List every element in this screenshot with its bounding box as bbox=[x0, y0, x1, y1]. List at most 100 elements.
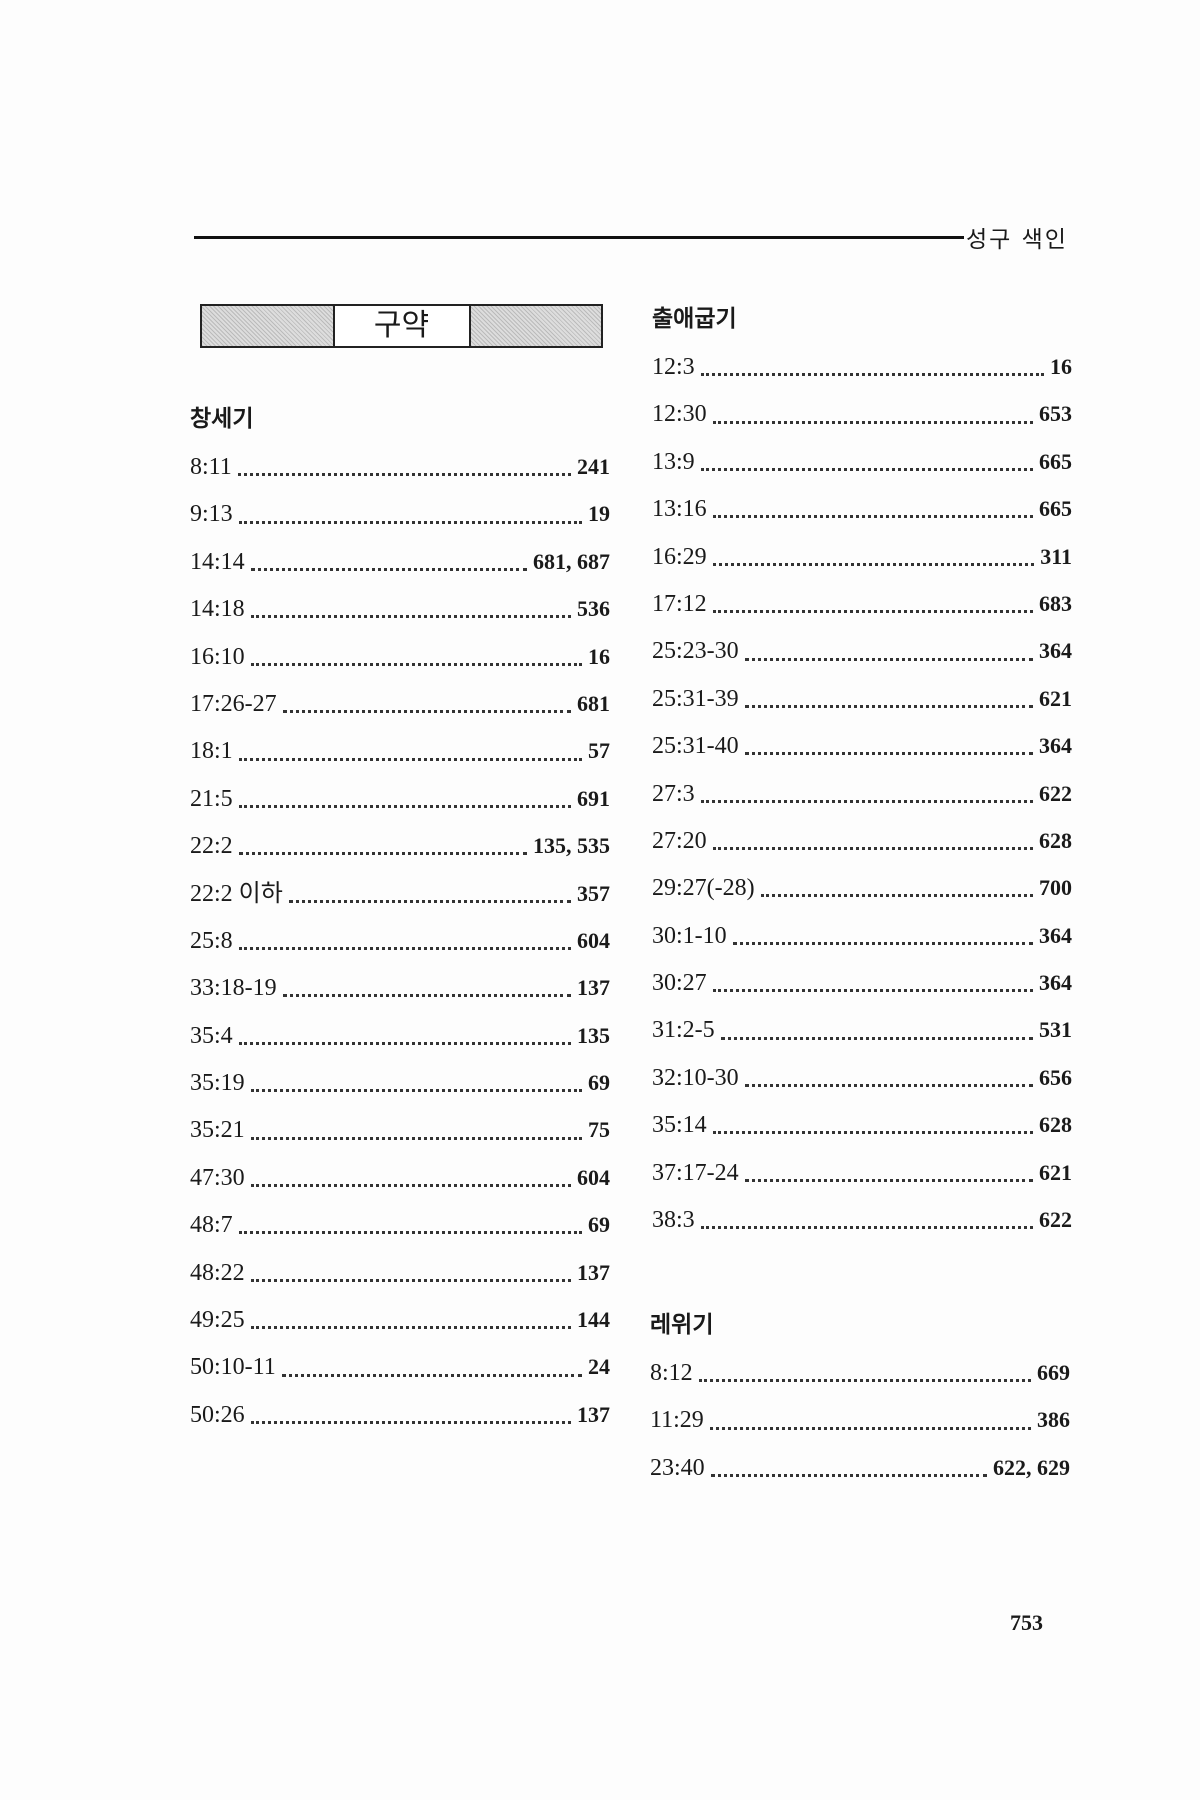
verse-ref: 13:9 bbox=[652, 448, 695, 475]
index-entry: 22:2 이하 357 bbox=[190, 870, 610, 917]
index-entry: 11:29 386 bbox=[650, 1396, 1070, 1443]
verse-ref: 17:12 bbox=[652, 590, 707, 617]
verse-ref: 22:2 이하 bbox=[190, 880, 283, 907]
page-ref: 364 bbox=[1039, 922, 1072, 948]
page-ref: 681 bbox=[577, 690, 610, 716]
verse-ref: 8:11 bbox=[190, 454, 232, 480]
page-ref: 144 bbox=[577, 1307, 610, 1333]
index-entry: 31:2-5 531 bbox=[652, 1006, 1072, 1053]
page-ref: 16 bbox=[588, 643, 610, 669]
page-ref: 311 bbox=[1040, 543, 1072, 569]
verse-ref: 35:14 bbox=[652, 1112, 707, 1139]
index-entry: 17:26-27 681 bbox=[190, 680, 610, 727]
index-entry: 22:2 135, 535 bbox=[190, 822, 610, 869]
verse-ref: 14:18 bbox=[190, 596, 245, 623]
index-entry: 8:12 669 bbox=[650, 1349, 1070, 1396]
page-ref: 364 bbox=[1039, 638, 1072, 664]
index-entry: 37:17-24 621 bbox=[652, 1149, 1072, 1196]
page-ref: 137 bbox=[577, 975, 610, 1001]
page-ref: 656 bbox=[1039, 1064, 1072, 1090]
leader-dots bbox=[238, 947, 571, 951]
book-title: 출애굽기 bbox=[652, 306, 737, 332]
page-ref: 135 bbox=[577, 1022, 610, 1048]
verse-ref: 25:31-40 bbox=[652, 733, 739, 760]
leader-dots bbox=[712, 610, 1033, 614]
section-box: 구약 bbox=[200, 304, 603, 348]
index-entry: 25:23-30 364 bbox=[652, 627, 1072, 674]
leader-dots bbox=[712, 420, 1033, 424]
verse-ref: 9:13 bbox=[190, 501, 233, 528]
index-entry: 35:14 628 bbox=[652, 1101, 1072, 1148]
page-ref: 24 bbox=[588, 1354, 610, 1380]
shaded-panel bbox=[202, 306, 333, 346]
leader-dots bbox=[712, 1131, 1033, 1135]
leader-dots bbox=[250, 662, 582, 666]
index-entry: 47:30 604 bbox=[190, 1154, 610, 1201]
verse-ref: 49:25 bbox=[190, 1307, 245, 1334]
leader-dots bbox=[720, 1036, 1033, 1040]
page-ref: 621 bbox=[1039, 1159, 1072, 1185]
leader-dots bbox=[250, 1278, 571, 1282]
book-title: 레위기 bbox=[650, 1312, 714, 1338]
verse-ref: 35:21 bbox=[190, 1117, 245, 1144]
page-ref: 700 bbox=[1039, 875, 1072, 901]
index-entry: 17:12 683 bbox=[652, 580, 1072, 627]
verse-ref: 23:40 bbox=[650, 1454, 705, 1481]
verse-ref: 18:1 bbox=[190, 738, 233, 765]
page-ref: 69 bbox=[588, 1070, 610, 1096]
verse-ref: 38:3 bbox=[652, 1207, 695, 1234]
index-entry: 25:31-40 364 bbox=[652, 722, 1072, 769]
leader-dots bbox=[710, 1473, 987, 1477]
verse-ref: 35:19 bbox=[190, 1070, 245, 1097]
book-exodus: 출애굽기 12:3 16 12:30 653 13:9 665 13:16 665 16:29 31… bbox=[652, 296, 1072, 1243]
index-entry: 35:21 75 bbox=[190, 1106, 610, 1153]
page-ref: 653 bbox=[1039, 401, 1072, 427]
index-entry: 18:1 57 bbox=[190, 727, 610, 774]
verse-ref: 16:29 bbox=[652, 543, 707, 570]
index-entry: 48:22 137 bbox=[190, 1249, 610, 1296]
index-entry: 13:16 665 bbox=[652, 485, 1072, 532]
leader-dots bbox=[282, 994, 571, 998]
verse-ref: 8:12 bbox=[650, 1360, 693, 1386]
index-entry: 30:27 364 bbox=[652, 959, 1072, 1006]
page-ref: 75 bbox=[588, 1117, 610, 1143]
index-entry: 38:3 622 bbox=[652, 1196, 1072, 1243]
leader-dots bbox=[744, 704, 1033, 708]
index-entry: 16:29 311 bbox=[652, 533, 1072, 580]
verse-ref: 13:16 bbox=[652, 496, 707, 523]
verse-ref: 50:26 bbox=[190, 1401, 245, 1428]
index-entry: 8:11 241 bbox=[190, 443, 610, 490]
page-ref: 135, 535 bbox=[533, 833, 610, 859]
leader-dots bbox=[712, 562, 1035, 566]
leader-dots bbox=[250, 1136, 582, 1140]
leader-dots bbox=[712, 989, 1033, 993]
header-rule bbox=[194, 236, 964, 239]
book-leviticus: 레위기 8:12 669 11:29 386 23:40 622, 629 bbox=[650, 1302, 1070, 1491]
verse-ref: 12:30 bbox=[652, 401, 707, 428]
leader-dots bbox=[700, 467, 1033, 471]
leader-dots bbox=[250, 1184, 571, 1188]
page-ref: 604 bbox=[577, 927, 610, 953]
leader-dots bbox=[732, 941, 1033, 945]
leader-dots bbox=[288, 899, 571, 903]
leader-dots bbox=[281, 1373, 582, 1377]
leader-dots bbox=[237, 473, 571, 477]
index-entry: 30:1-10 364 bbox=[652, 912, 1072, 959]
verse-ref: 22:2 bbox=[190, 833, 233, 860]
index-entry: 50:26 137 bbox=[190, 1391, 610, 1438]
leader-dots bbox=[698, 1379, 1031, 1383]
leader-dots bbox=[238, 852, 527, 856]
verse-ref: 29:27(-28) bbox=[652, 875, 755, 902]
index-entry: 35:19 69 bbox=[190, 1059, 610, 1106]
leader-dots bbox=[238, 1231, 582, 1235]
page-ref: 364 bbox=[1039, 733, 1072, 759]
verse-ref: 37:17-24 bbox=[652, 1159, 739, 1186]
leader-dots bbox=[250, 567, 527, 571]
verse-ref: 30:27 bbox=[652, 970, 707, 997]
page-ref: 628 bbox=[1039, 1112, 1072, 1138]
index-entry: 16:10 16 bbox=[190, 633, 610, 680]
page-ref: 628 bbox=[1039, 827, 1072, 853]
page-ref: 69 bbox=[588, 1212, 610, 1238]
verse-ref: 25:8 bbox=[190, 927, 233, 954]
page-ref: 531 bbox=[1039, 1017, 1072, 1043]
